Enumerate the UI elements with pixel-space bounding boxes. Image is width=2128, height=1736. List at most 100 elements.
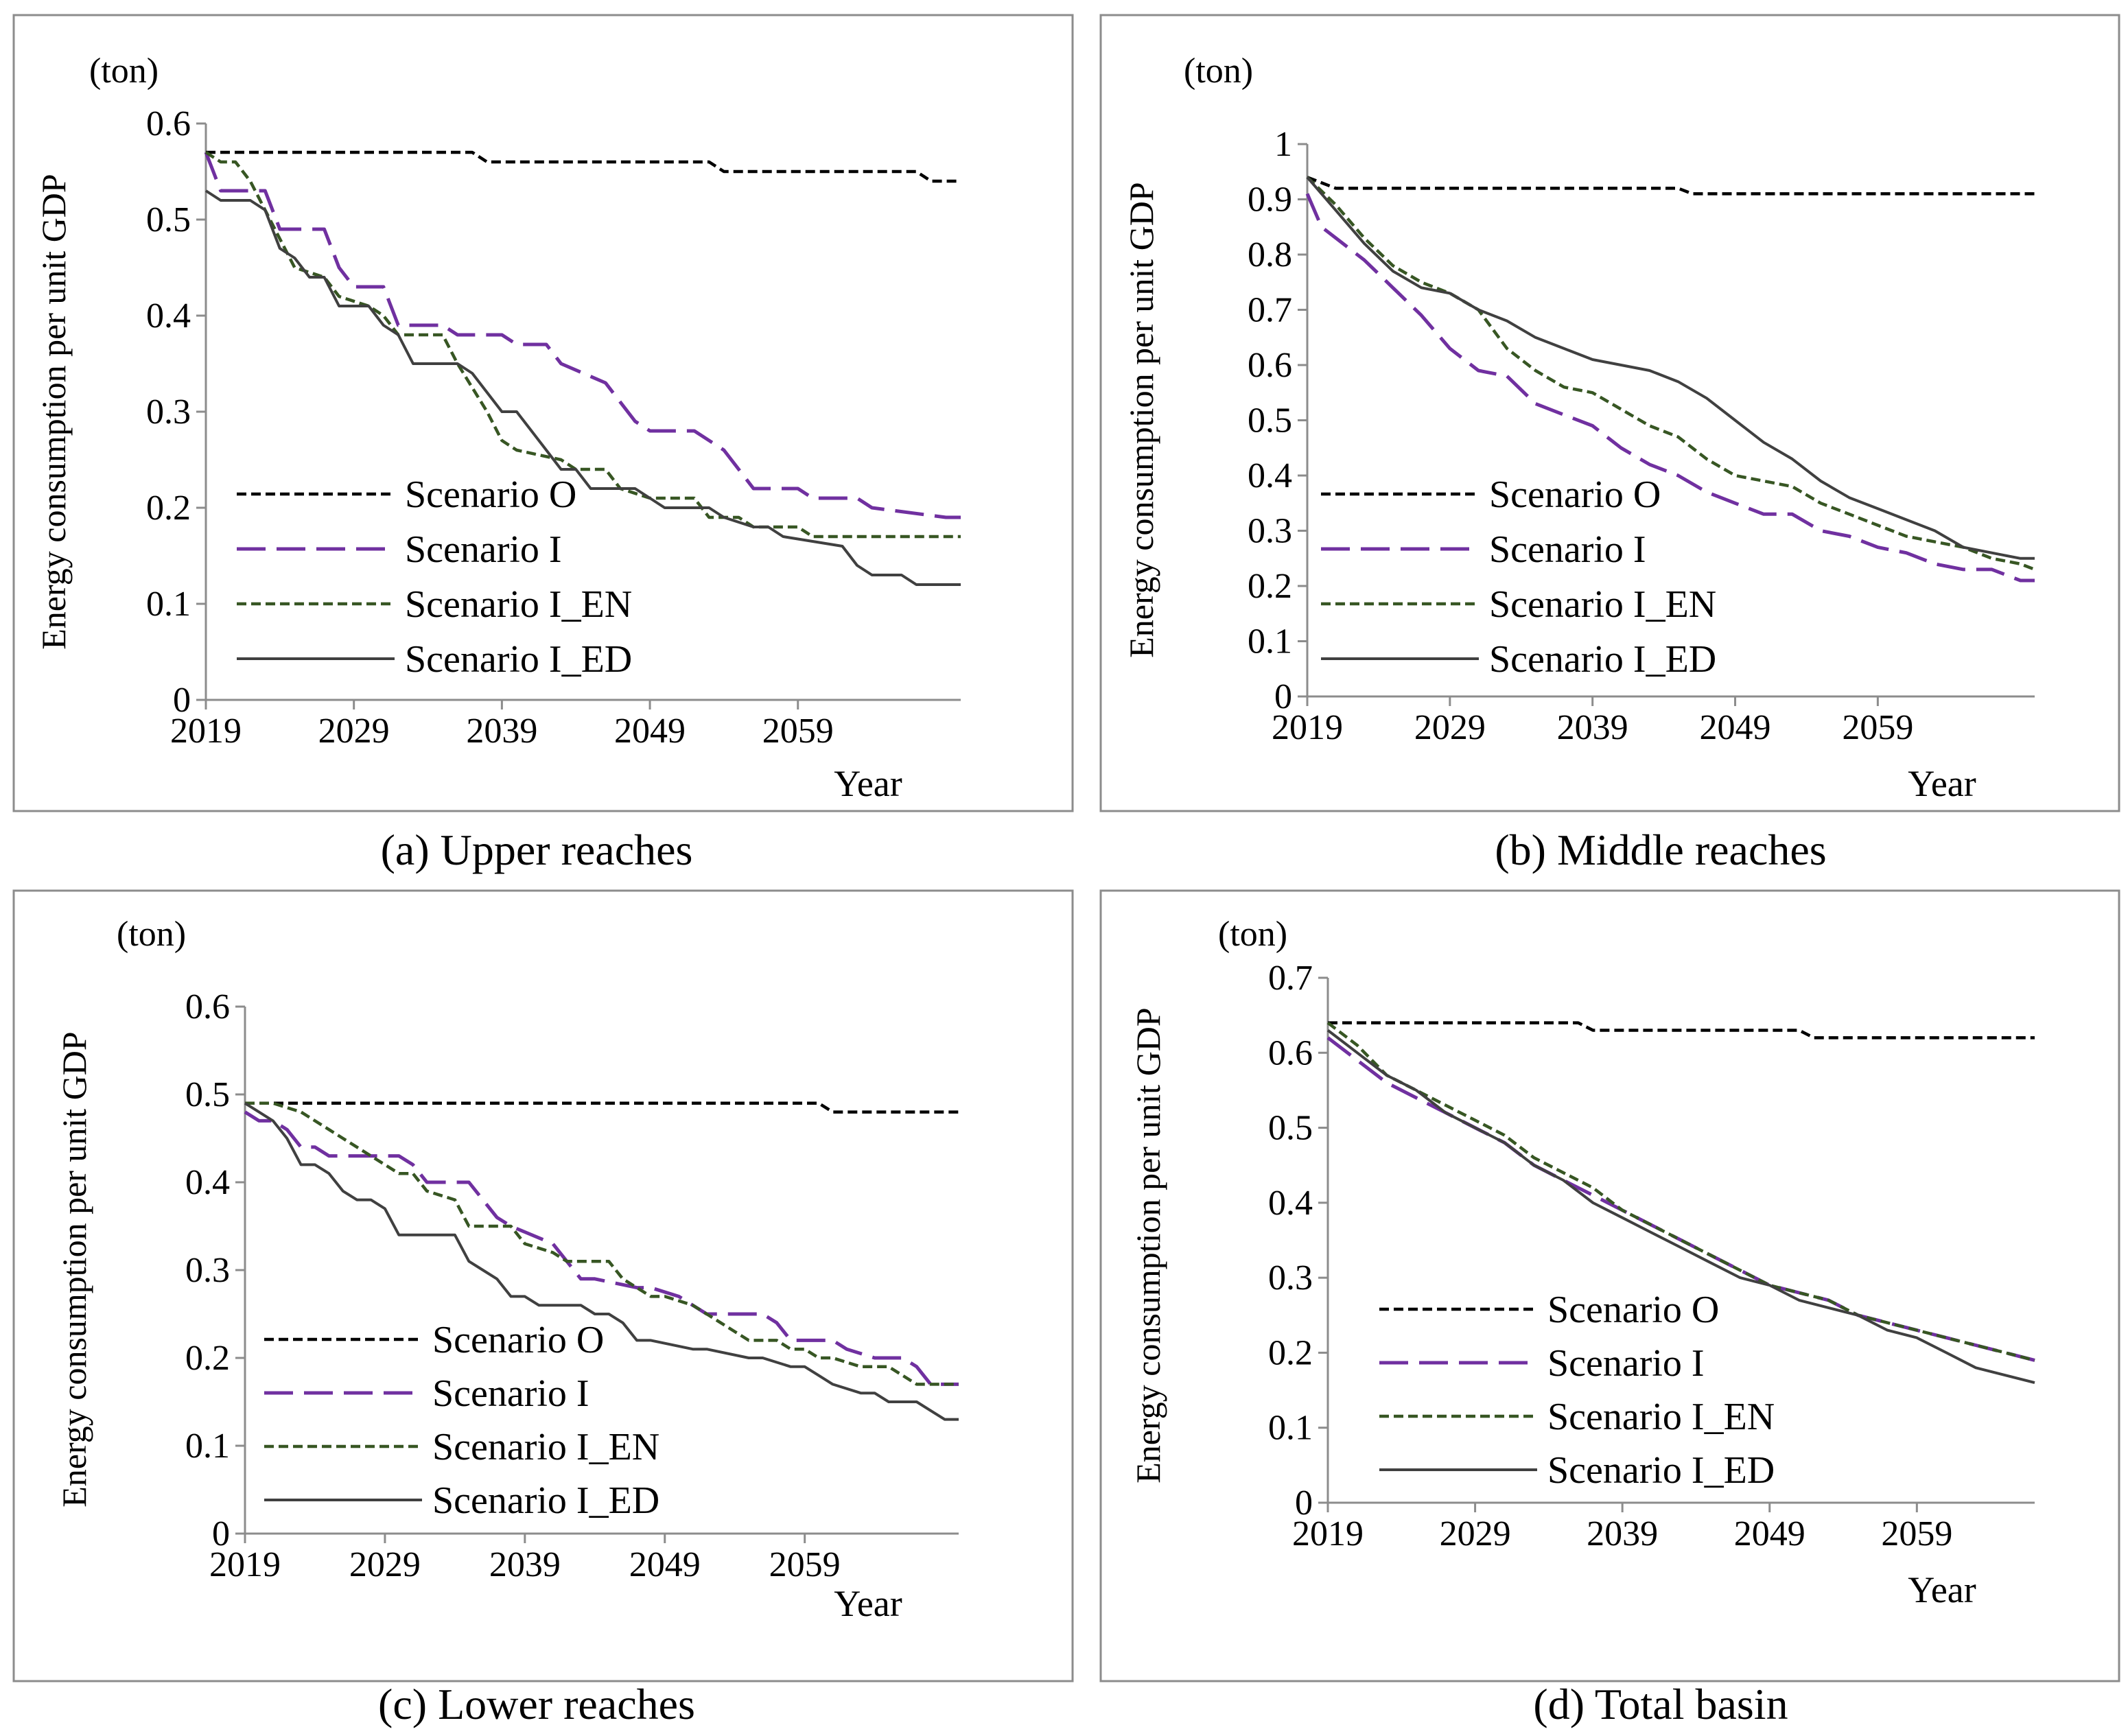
- y-tick-label: 0.1: [1248, 622, 1292, 661]
- x-axis-label: Year: [834, 763, 902, 804]
- legend-label: Scenario I_EN: [432, 1426, 659, 1468]
- legend-label: Scenario I: [1489, 528, 1646, 571]
- y-tick-label: 0.4: [1268, 1184, 1313, 1223]
- legend-label: Scenario I_EN: [1489, 583, 1716, 626]
- unit-label: (ton): [1184, 51, 1253, 91]
- legend-label: Scenario O: [405, 473, 576, 516]
- y-tick-label: 0.2: [1268, 1333, 1313, 1372]
- y-tick-label: 0.7: [1248, 291, 1292, 330]
- y-tick-label: 0.4: [185, 1163, 230, 1202]
- y-tick-label: 0: [173, 681, 191, 720]
- series-line-scenario-i: [1305, 193, 2035, 583]
- series-line-scenario-i-en: [1306, 176, 2035, 571]
- y-axis-label: Energy consumption per unit GDP: [55, 1031, 93, 1507]
- y-tick-label: 0.6: [1268, 1033, 1313, 1072]
- y-axis-label: Energy consumption per unit GDP: [1129, 1007, 1167, 1483]
- y-tick-label: 0.4: [1248, 456, 1292, 495]
- y-tick-label: 0.5: [1268, 1109, 1313, 1148]
- y-tick-label: 0.3: [146, 392, 191, 432]
- legend-label: Scenario I: [1547, 1342, 1705, 1385]
- y-tick-label: 0.1: [1268, 1409, 1313, 1448]
- x-tick-label: 2039: [466, 712, 537, 751]
- y-tick-label: 0.3: [185, 1251, 230, 1290]
- x-tick-label: 2029: [349, 1545, 421, 1584]
- legend-label: Scenario I_ED: [405, 638, 632, 681]
- series-line-scenario-o: [206, 150, 961, 183]
- y-tick-label: 0.3: [1248, 512, 1292, 551]
- unit-label: (ton): [1218, 915, 1287, 954]
- x-tick-label: 2049: [614, 712, 686, 751]
- y-tick-label: 0.2: [1248, 567, 1292, 606]
- x-tick-label: 2049: [1734, 1514, 1805, 1553]
- panel-frame: [1099, 889, 2120, 1682]
- y-axis-label: Energy consumption per unit GDP: [34, 174, 73, 649]
- x-tick-label: 2059: [762, 712, 834, 751]
- legend-label: Scenario I_EN: [405, 583, 632, 626]
- x-tick-label: 2019: [1292, 1514, 1364, 1553]
- y-tick-label: 0.9: [1248, 180, 1292, 220]
- legend-label: Scenario I_EN: [1547, 1396, 1775, 1438]
- x-tick-label: 2029: [1440, 1514, 1511, 1553]
- chart-panel-4: 0 0.1 0.2 0.3 0.4 0.5 0.6 0.7 2019 2029 2039 2049 20…: [1099, 889, 2120, 1728]
- x-tick-label: 2029: [1414, 708, 1486, 747]
- y-tick-label: 0.7: [1268, 959, 1313, 998]
- x-tick-label: 2019: [1272, 708, 1343, 747]
- series-line-scenario-i-ed: [1326, 1029, 2035, 1385]
- panel-frame: [1099, 14, 2120, 812]
- chart-panel-1: 0 0.1 0.2 0.3 0.4 0.5 0.6 2019 2029 2039 2049 2059 (…: [12, 14, 1074, 874]
- unit-label: (ton): [89, 51, 159, 91]
- series-line-scenario-i-ed: [1306, 176, 2035, 560]
- panel-caption: (c) Lower reaches: [378, 1680, 695, 1728]
- x-tick-label: 2039: [1557, 708, 1628, 747]
- chart-panel-3: 0 0.1 0.2 0.3 0.4 0.5 0.6 2019 2029 2039 2049 2059 (…: [12, 889, 1074, 1728]
- x-axis-label: Year: [834, 1583, 902, 1624]
- x-tick-label: 2059: [1842, 708, 1913, 747]
- y-tick-label: 0.1: [185, 1427, 230, 1466]
- x-tick-label: 2019: [209, 1545, 281, 1584]
- y-tick-label: 0.2: [185, 1339, 230, 1378]
- x-axis-label: Year: [1908, 1569, 1976, 1610]
- y-tick-label: 1: [1274, 125, 1292, 164]
- unit-label: (ton): [117, 915, 186, 954]
- x-tick-label: 2019: [170, 712, 242, 751]
- y-tick-label: 0.5: [1248, 401, 1292, 441]
- series-line-scenario-i: [204, 152, 961, 519]
- legend-label: Scenario I_ED: [1489, 638, 1716, 681]
- legend-label: Scenario O: [432, 1319, 604, 1361]
- legend-label: Scenario I: [405, 528, 562, 571]
- y-tick-label: 0.1: [146, 585, 191, 624]
- panel-frame: [12, 889, 1074, 1682]
- x-tick-label: 2029: [318, 712, 390, 751]
- y-tick-label: 0.8: [1248, 235, 1292, 274]
- x-tick-label: 2039: [1587, 1514, 1658, 1553]
- panel-caption: (d) Total basin: [1533, 1680, 1788, 1728]
- series-line-scenario-i-en: [245, 1101, 959, 1386]
- x-tick-label: 2039: [489, 1545, 561, 1584]
- y-tick-label: 0: [1295, 1483, 1313, 1523]
- y-tick-label: 0.6: [1248, 346, 1292, 385]
- legend-label: Scenario I_ED: [432, 1479, 659, 1522]
- series-line-scenario-i: [244, 1110, 959, 1386]
- y-axis-label: Energy consumption per unit GDP: [1122, 182, 1160, 657]
- legend-label: Scenario O: [1489, 473, 1661, 516]
- y-tick-label: 0.6: [185, 987, 230, 1027]
- y-tick-label: 0.2: [146, 489, 191, 528]
- x-tick-label: 2059: [769, 1545, 841, 1584]
- legend-label: Scenario I: [432, 1372, 589, 1415]
- series-line-scenario-i-en: [1326, 1021, 2035, 1362]
- y-tick-label: 0: [212, 1514, 230, 1553]
- series-line-scenario-o: [1328, 1021, 2035, 1040]
- legend-label: Scenario I_ED: [1547, 1449, 1775, 1492]
- panel-caption: (b) Middle reaches: [1495, 825, 1826, 874]
- series-line-scenario-i-ed: [204, 189, 961, 586]
- y-tick-label: 0.4: [146, 296, 191, 336]
- x-tick-label: 2049: [1700, 708, 1771, 747]
- y-tick-label: 0.5: [185, 1075, 230, 1114]
- series-line-scenario-i-ed: [244, 1102, 959, 1421]
- x-axis-label: Year: [1908, 763, 1976, 804]
- y-tick-label: 0.3: [1268, 1258, 1313, 1298]
- panel-caption: (a) Upper reaches: [381, 825, 693, 874]
- series-line-scenario-o: [1307, 176, 2035, 196]
- y-tick-label: 0: [1274, 677, 1292, 716]
